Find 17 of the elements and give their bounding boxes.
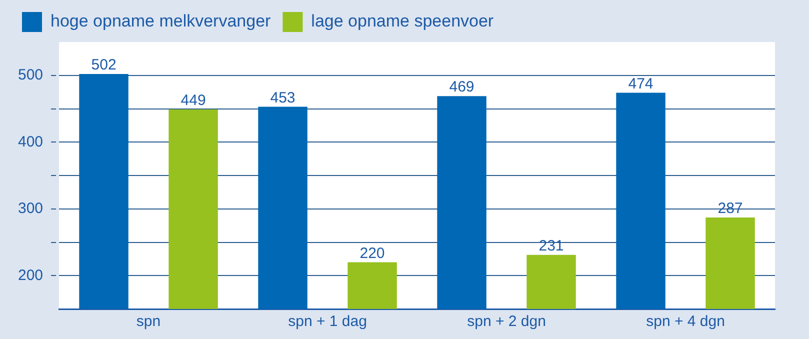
- y-tick-label: 500: [18, 66, 44, 84]
- data-label: 453: [270, 89, 296, 106]
- data-label: 231: [538, 238, 564, 255]
- x-tick-label: spn + 1 dag: [288, 313, 367, 330]
- y-tick-label: 300: [18, 200, 44, 218]
- data-label: 469: [449, 78, 474, 96]
- legend-label: lage opname speenvoer: [311, 12, 494, 31]
- y-tick-label: 400: [18, 133, 44, 150]
- x-tick-label: spn + 2 dgn: [467, 313, 546, 330]
- y-tick-label: 200: [18, 266, 44, 284]
- data-label: 502: [91, 56, 116, 74]
- x-tick-label: spn + 4 dgn: [646, 313, 725, 330]
- data-label: 474: [628, 75, 654, 92]
- data-label: 449: [180, 92, 206, 110]
- data-label: 220: [360, 244, 385, 262]
- legend-label: hoge opname melkvervanger: [50, 12, 272, 31]
- x-tick-label: spn: [136, 313, 161, 330]
